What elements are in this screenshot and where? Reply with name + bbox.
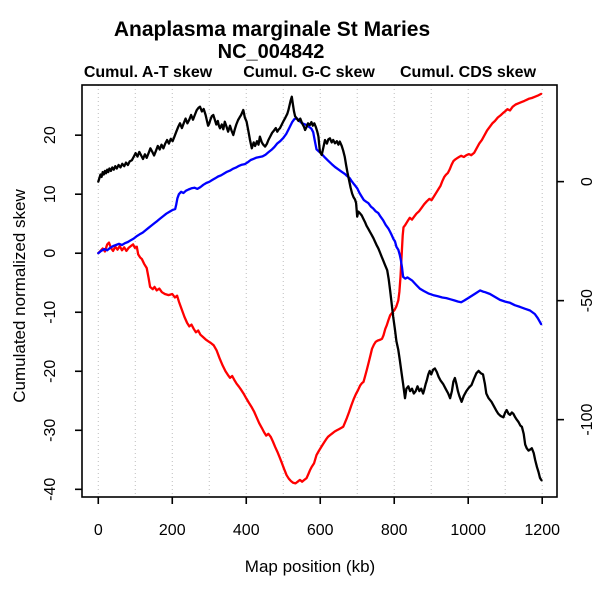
chart-title: Anaplasma marginale St Maries	[114, 18, 430, 41]
y-axis-label: Cumulated normalized skew	[10, 189, 29, 403]
y-left-tick-label: -10	[42, 301, 59, 324]
chart-subtitle: NC_004842	[218, 41, 325, 63]
y-left-tick-label: -20	[42, 360, 59, 383]
series-line-at-skew	[97, 92, 543, 485]
x-tick-label: 800	[381, 522, 408, 539]
y-left-tick-label: -40	[42, 478, 59, 501]
x-tick-label: 600	[307, 522, 334, 539]
y-left-tick-label: 10	[42, 185, 59, 203]
series-line-gc-skew	[97, 116, 543, 326]
legend-gc-skew: Cumul. G-C skew	[243, 64, 375, 81]
x-tick-label: 1200	[524, 522, 560, 539]
y-right-tick-label: -50	[579, 289, 596, 312]
chart-plot-area: 0 200 400 600 800 1000 1200 20 10 0 -10 -20 -30 -40 0 -…	[42, 84, 596, 539]
y-left-tick-label: 0	[42, 249, 59, 258]
y-right-tick-label: -100	[579, 404, 596, 436]
x-tick-label: 1000	[450, 522, 486, 539]
legend-at-skew: Cumul. A-T skew	[84, 64, 213, 81]
x-axis-label: Map position (kb)	[245, 557, 375, 576]
y-left-tick-label: -30	[42, 419, 59, 442]
series-line-cds-skew	[97, 95, 543, 482]
x-tick-label: 200	[159, 522, 186, 539]
y-left-tick-label: 20	[42, 126, 59, 144]
legend-cds-skew: Cumul. CDS skew	[400, 64, 537, 81]
x-tick-label: 400	[233, 522, 260, 539]
y-right-tick-label: 0	[579, 177, 596, 186]
x-tick-label: 0	[94, 522, 103, 539]
